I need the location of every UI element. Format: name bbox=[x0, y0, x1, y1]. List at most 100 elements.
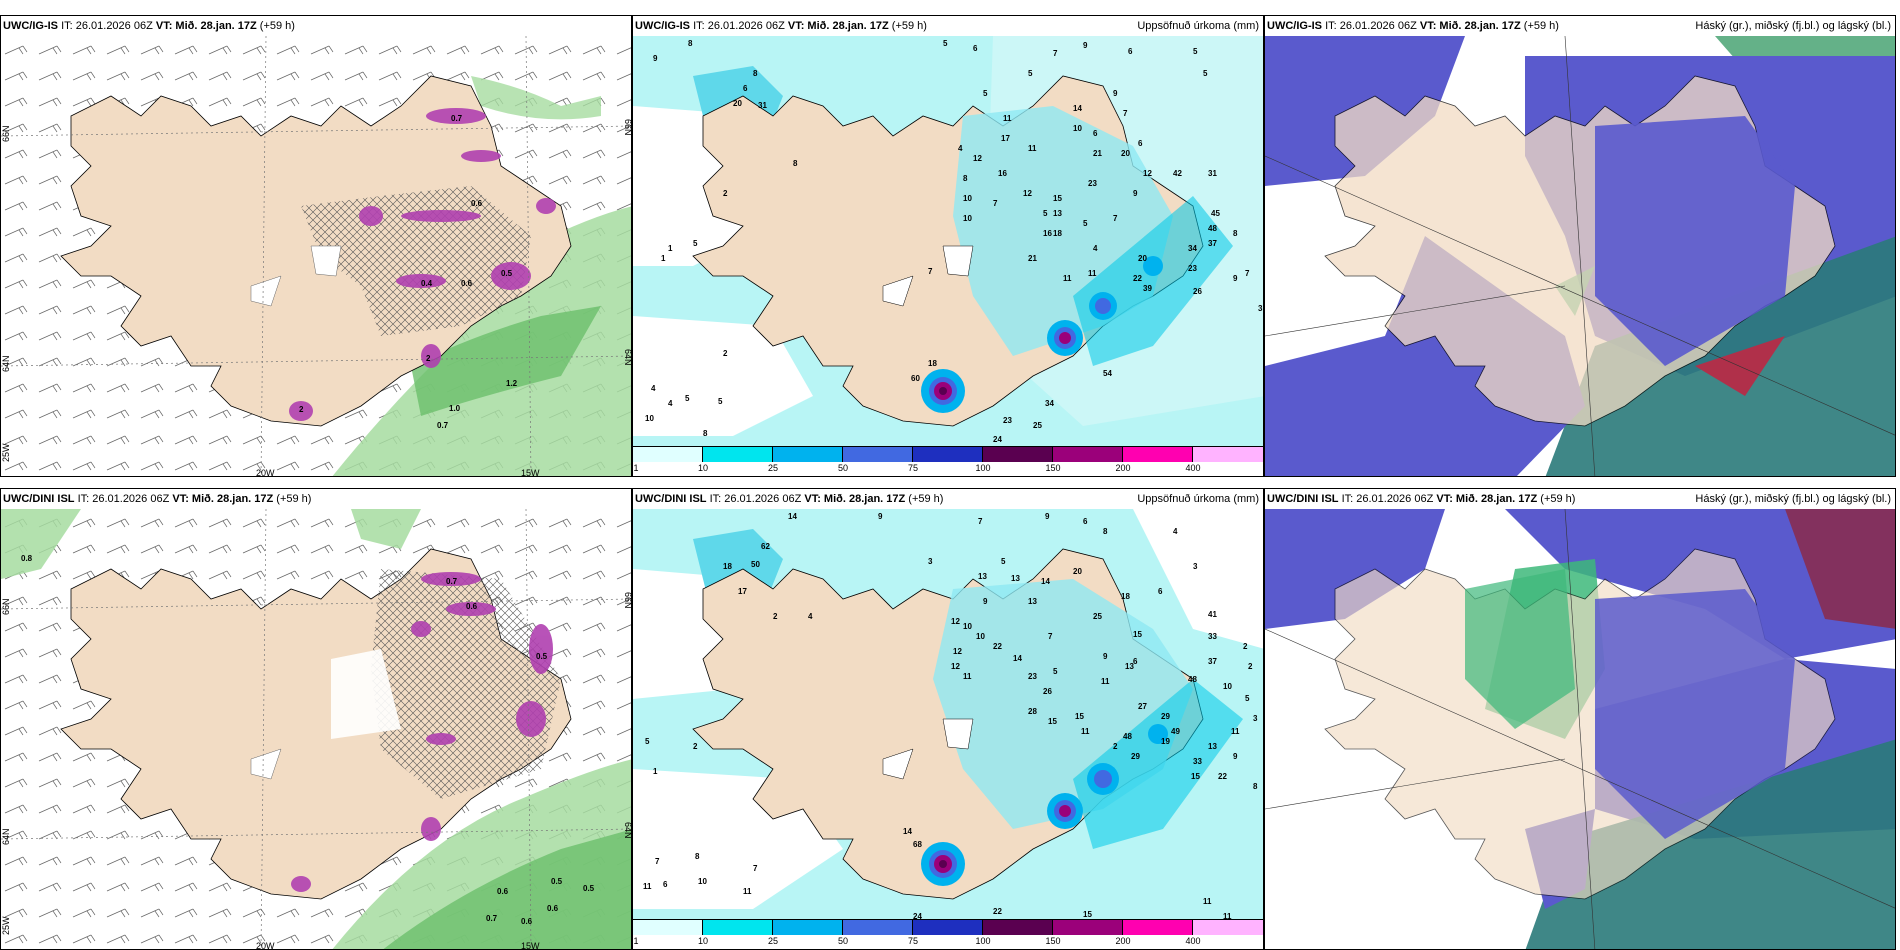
precip-value: 9 bbox=[1103, 652, 1108, 661]
lead-time: (+59 h) bbox=[259, 20, 295, 32]
precip-value: 9 bbox=[1133, 189, 1138, 198]
precip-value: 3 bbox=[1258, 304, 1263, 313]
lead-time: (+59 h) bbox=[891, 20, 927, 32]
lat-label: 64N bbox=[623, 822, 632, 839]
colorbar-tick: 200 bbox=[1115, 463, 1131, 473]
precip-value: 8 bbox=[695, 852, 700, 861]
colorbar-swatch bbox=[773, 919, 843, 935]
precip-value: 50 bbox=[751, 560, 760, 569]
precip-value: 12 bbox=[1023, 189, 1032, 198]
precip-value: 6 bbox=[1083, 517, 1088, 526]
panel-header: UWC/DINI ISL IT: 26.01.2026 06Z VT: Mið.… bbox=[1265, 489, 1895, 509]
wind-map: 1.2 1.0 0.7 0.4 0.6 0.6 0.5 2 2 0.7 20W … bbox=[1, 36, 632, 477]
precip-value: 31 bbox=[758, 101, 767, 110]
wind-label: 0.6 bbox=[547, 904, 559, 913]
precip-value: 7 bbox=[655, 857, 660, 866]
precip-value: 33 bbox=[1208, 632, 1217, 641]
wind-label: 0.5 bbox=[551, 877, 563, 886]
wind-label: 2 bbox=[299, 405, 304, 414]
lat-label: 25W bbox=[1, 443, 11, 462]
panel-header: UWC/DINI ISL IT: 26.01.2026 06Z VT: Mið.… bbox=[633, 489, 1263, 509]
precip-value: 13 bbox=[1208, 742, 1217, 751]
precip-value: 2 bbox=[723, 189, 728, 198]
precip-value: 10 bbox=[1073, 124, 1082, 133]
precip-value: 34 bbox=[1188, 244, 1197, 253]
lon-label: 20W bbox=[256, 941, 275, 950]
precip-value: 29 bbox=[1131, 752, 1140, 761]
precip-value: 31 bbox=[1208, 169, 1217, 178]
valid-time: Mið. 28.jan. 17Z bbox=[823, 493, 906, 505]
precip-value: 2 bbox=[1113, 742, 1118, 751]
precip-value: 18 bbox=[928, 359, 937, 368]
colorbar-tick: 10 bbox=[697, 463, 709, 473]
precip-value: 13 bbox=[1053, 209, 1062, 218]
panel-header: UWC/IG-IS IT: 26.01.2026 06Z VT: Mið. 28… bbox=[1265, 16, 1895, 36]
colorbar-swatch bbox=[633, 919, 703, 935]
wind-label: 2 bbox=[426, 354, 431, 363]
wind-label: 1.2 bbox=[506, 379, 518, 388]
precip-value: 6 bbox=[1158, 587, 1163, 596]
wind-label: 0.7 bbox=[437, 421, 449, 430]
precip-value: 8 bbox=[1253, 782, 1258, 791]
valid-time: Mið. 28.jan. 17Z bbox=[191, 493, 274, 505]
model-name: UWC/IG-IS bbox=[1267, 20, 1322, 32]
precip-value: 23 bbox=[1188, 264, 1197, 273]
precip-value: 2 bbox=[723, 349, 728, 358]
wind-label: 0.4 bbox=[421, 279, 433, 288]
init-time: IT: 26.01.2026 06Z bbox=[709, 493, 802, 505]
lon-label: 20W bbox=[256, 468, 275, 477]
precip-value: 7 bbox=[928, 267, 933, 276]
precip-value: 6 bbox=[663, 880, 668, 889]
precip-value: 3 bbox=[1253, 714, 1258, 723]
precip-value: 17 bbox=[1001, 134, 1010, 143]
precip-value: 20 bbox=[733, 99, 742, 108]
colorbar-swatch bbox=[983, 919, 1053, 935]
panel-top-middle: UWC/IG-IS IT: 26.01.2026 06Z VT: Mið. 28… bbox=[632, 15, 1264, 477]
precip-map: 9 8 5 6 5 7 9 6 5 5 8 6 31 20 5 14 9 7 8… bbox=[633, 36, 1263, 448]
lon-label: 15W bbox=[521, 468, 540, 477]
colorbar-tick: 400 bbox=[1185, 463, 1201, 473]
precip-value: 25 bbox=[1033, 421, 1042, 430]
precip-value: 12 bbox=[951, 662, 960, 671]
panel-bottom-right: UWC/DINI ISL IT: 26.01.2026 06Z VT: Mið.… bbox=[1264, 488, 1896, 950]
precip-value: 23 bbox=[1028, 672, 1037, 681]
precip-value: 5 bbox=[1083, 219, 1088, 228]
lat-label: 64N bbox=[623, 349, 632, 366]
colorbar-tick: 1 bbox=[633, 463, 639, 473]
init-time: IT: 26.01.2026 06Z bbox=[1325, 20, 1417, 32]
model-name: UWC/DINI ISL bbox=[1267, 493, 1339, 505]
panel-header: UWC/IG-IS IT: 26.01.2026 06Z VT: Mið. 28… bbox=[633, 16, 1263, 36]
precip-value: 3 bbox=[928, 557, 933, 566]
precip-value: 4 bbox=[651, 384, 656, 393]
precip-value: 24 bbox=[913, 912, 922, 921]
precip-value: 6 bbox=[1093, 129, 1098, 138]
precip-value: 21 bbox=[1028, 254, 1037, 263]
precip-value: 14 bbox=[1013, 654, 1022, 663]
precip-value: 23 bbox=[1003, 416, 1012, 425]
precip-value: 1 bbox=[661, 254, 666, 263]
panel-title: Uppsöfnuð úrkoma (mm) bbox=[1137, 493, 1259, 505]
colorbar-swatch bbox=[913, 446, 983, 462]
precip-value: 11 bbox=[1003, 114, 1012, 123]
colorbar-tick: 50 bbox=[837, 463, 849, 473]
precip-value: 22 bbox=[1133, 274, 1142, 283]
precip-value: 22 bbox=[993, 642, 1002, 651]
precip-value: 15 bbox=[1048, 717, 1057, 726]
panel-title: Háský (gr.), miðský (fj.bl.) og lágský (… bbox=[1695, 493, 1891, 505]
precip-value: 10 bbox=[963, 214, 972, 223]
precip-value: 5 bbox=[693, 239, 698, 248]
lead-time: (+59 h) bbox=[908, 493, 944, 505]
precip-value: 41 bbox=[1208, 610, 1217, 619]
precip-value: 11 bbox=[643, 882, 652, 891]
precip-value: 5 bbox=[1203, 69, 1208, 78]
colorbar-swatch bbox=[703, 919, 773, 935]
valid-label: VT: bbox=[172, 493, 189, 505]
wind-label: 0.6 bbox=[466, 602, 478, 611]
precip-value: 5 bbox=[718, 397, 723, 406]
panel-top-left: UWC/IG-IS IT: 26.01.2026 06Z VT: Mið. 28… bbox=[0, 15, 632, 477]
lat-label: 66N bbox=[1, 598, 11, 615]
precip-value: 16 bbox=[1043, 229, 1052, 238]
colorbar-tick: 400 bbox=[1185, 936, 1201, 946]
precip-value: 15 bbox=[1083, 910, 1092, 919]
precip-value: 2 bbox=[1243, 642, 1248, 651]
